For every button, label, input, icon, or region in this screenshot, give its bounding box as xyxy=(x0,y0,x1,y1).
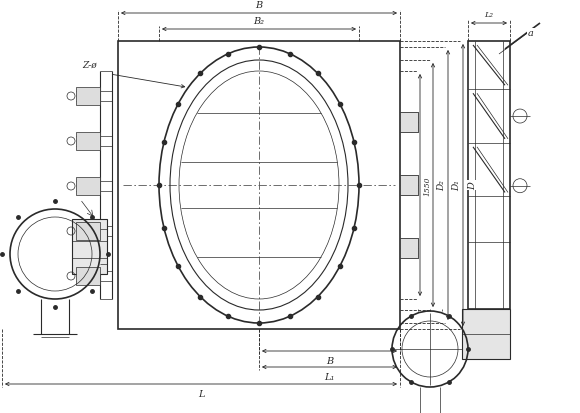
Bar xyxy=(76,223,100,240)
Text: B: B xyxy=(326,357,333,366)
Bar xyxy=(118,42,400,329)
Text: B: B xyxy=(255,2,263,10)
Bar xyxy=(462,309,510,359)
Bar xyxy=(76,178,100,195)
Text: B₂: B₂ xyxy=(253,17,264,26)
Text: 1550: 1550 xyxy=(423,176,431,195)
Bar xyxy=(400,176,418,195)
Text: L₁: L₁ xyxy=(324,373,335,382)
Text: Z-ø: Z-ø xyxy=(83,60,97,69)
Bar xyxy=(72,219,107,274)
Text: D₂: D₂ xyxy=(437,180,446,191)
Bar xyxy=(76,133,100,151)
Bar xyxy=(400,239,418,259)
Bar xyxy=(400,112,418,132)
Bar xyxy=(76,267,100,285)
Bar xyxy=(468,42,510,309)
Bar xyxy=(76,88,100,106)
Text: D: D xyxy=(468,182,477,190)
Text: D₁: D₁ xyxy=(452,180,461,191)
Text: a: a xyxy=(528,29,534,38)
Text: L₂: L₂ xyxy=(484,11,494,19)
Text: L: L xyxy=(198,389,204,399)
